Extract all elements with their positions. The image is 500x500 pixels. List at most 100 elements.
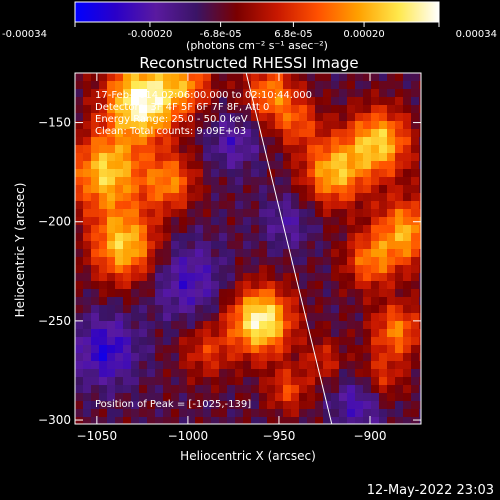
heatmap-cell	[195, 193, 204, 202]
heatmap-cell	[395, 385, 404, 394]
heatmap-cell	[283, 177, 292, 186]
heatmap-cell	[275, 329, 284, 338]
heatmap-cell	[275, 249, 284, 258]
heatmap-cell	[275, 97, 284, 106]
heatmap-cell	[227, 121, 236, 130]
heatmap-cell	[251, 73, 260, 82]
heatmap-cell	[99, 153, 108, 162]
heatmap-cell	[299, 185, 308, 194]
heatmap-cell	[331, 273, 340, 282]
heatmap-cell	[387, 97, 396, 106]
heatmap-cell	[315, 121, 324, 130]
heatmap-cell	[155, 305, 164, 314]
heatmap-cell	[395, 393, 404, 402]
heatmap-cell	[323, 121, 332, 130]
heatmap-cell	[219, 265, 228, 274]
heatmap-cell	[107, 97, 116, 106]
heatmap-cell	[211, 121, 220, 130]
heatmap-cell	[83, 145, 92, 154]
heatmap-cell	[139, 121, 148, 130]
heatmap-cell	[123, 169, 132, 178]
heatmap-cell	[163, 129, 172, 138]
heatmap-cell	[219, 145, 228, 154]
heatmap-cell	[283, 305, 292, 314]
heatmap-cell	[75, 409, 84, 418]
x-axis-label: Heliocentric X (arcsec)	[180, 449, 316, 463]
heatmap-cell	[267, 249, 276, 258]
heatmap-cell	[387, 409, 396, 418]
heatmap-cell	[91, 289, 100, 298]
heatmap-cell	[379, 177, 388, 186]
heatmap-cell	[203, 409, 212, 418]
heatmap-cell	[307, 73, 316, 82]
heatmap-cell	[147, 233, 156, 242]
heatmap-cell	[163, 249, 172, 258]
heatmap-cell	[363, 329, 372, 338]
heatmap-cell	[387, 353, 396, 362]
heatmap-cell	[339, 409, 348, 418]
heatmap-cell	[379, 193, 388, 202]
heatmap-cell	[267, 265, 276, 274]
heatmap-cell	[227, 289, 236, 298]
heatmap-cell	[331, 393, 340, 402]
heatmap-cell	[379, 393, 388, 402]
heatmap-cell	[123, 321, 132, 330]
heatmap-cell	[331, 193, 340, 202]
heatmap-cell	[123, 305, 132, 314]
heatmap-cell	[347, 281, 356, 290]
heatmap-cell	[291, 393, 300, 402]
heatmap-cell	[227, 369, 236, 378]
heatmap-cell	[155, 385, 164, 394]
heatmap-cell	[347, 185, 356, 194]
heatmap-cell	[283, 89, 292, 98]
heatmap-cell	[243, 409, 252, 418]
heatmap-cell	[147, 185, 156, 194]
heatmap-cell	[331, 153, 340, 162]
heatmap-cell	[203, 289, 212, 298]
heatmap-cell	[363, 73, 372, 82]
heatmap-cell	[131, 345, 140, 354]
heatmap-cell	[179, 121, 188, 130]
heatmap-cell	[251, 169, 260, 178]
heatmap-cell	[91, 233, 100, 242]
heatmap-cell	[123, 329, 132, 338]
heatmap-cell	[99, 249, 108, 258]
heatmap-cell	[123, 81, 132, 90]
heatmap-cell	[131, 73, 140, 82]
heatmap-cell	[419, 89, 421, 98]
heatmap-cell	[291, 105, 300, 114]
heatmap-cell	[75, 145, 84, 154]
heatmap-cell	[283, 233, 292, 242]
heatmap-cell	[179, 353, 188, 362]
heatmap-cell	[203, 377, 212, 386]
heatmap-cell	[179, 417, 188, 424]
heatmap-cell	[411, 73, 420, 82]
heatmap-cell	[187, 241, 196, 250]
heatmap-cell	[155, 185, 164, 194]
heatmap-cell	[395, 97, 404, 106]
heatmap-cell	[299, 249, 308, 258]
heatmap-cell	[339, 81, 348, 90]
heatmap-cell	[131, 217, 140, 226]
heatmap-cell	[283, 281, 292, 290]
heatmap-cell	[411, 97, 420, 106]
heatmap-cell	[283, 385, 292, 394]
heatmap-cell	[147, 217, 156, 226]
heatmap-cell	[139, 73, 148, 82]
heatmap-cell	[259, 345, 268, 354]
heatmap-cell	[331, 305, 340, 314]
heatmap-cell	[299, 281, 308, 290]
heatmap-cell	[171, 393, 180, 402]
heatmap-cell	[91, 257, 100, 266]
heatmap-cell	[75, 385, 84, 394]
heatmap-cell	[235, 265, 244, 274]
heatmap-cell	[347, 353, 356, 362]
heatmap-cell	[91, 265, 100, 274]
heatmap-cell	[387, 249, 396, 258]
heatmap-cell	[259, 241, 268, 250]
heatmap-cell	[395, 321, 404, 330]
heatmap-cell	[251, 225, 260, 234]
heatmap-cell	[139, 393, 148, 402]
heatmap-cell	[267, 337, 276, 346]
heatmap-cell	[259, 185, 268, 194]
